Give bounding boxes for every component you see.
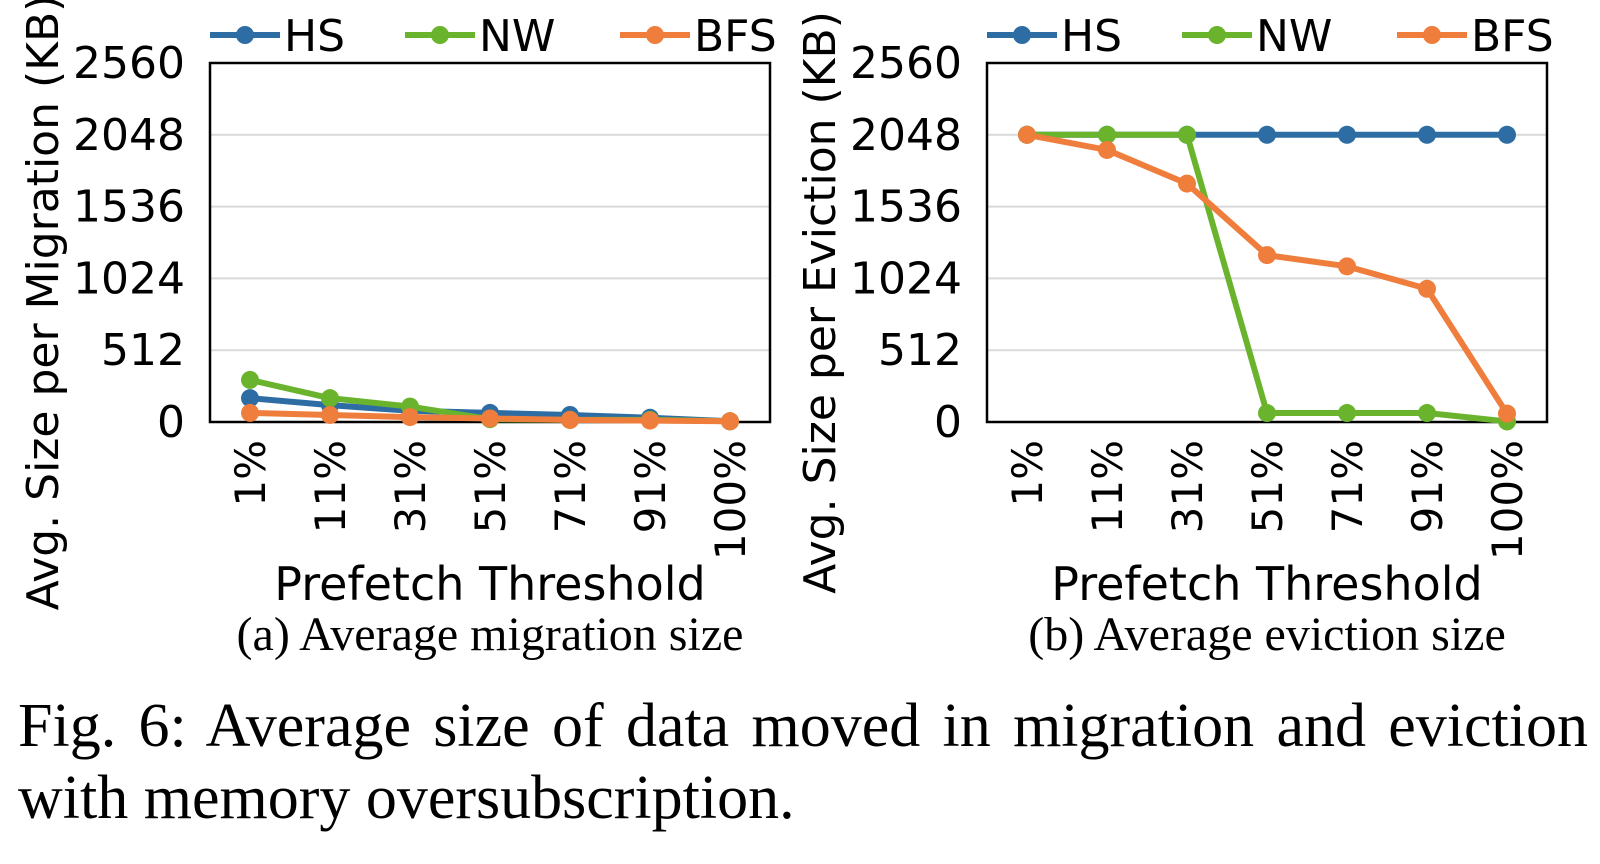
data-point-bfs <box>721 412 739 431</box>
panel-caption: (a) Average migration size <box>237 608 744 661</box>
legend-marker-bfs <box>1423 26 1441 44</box>
data-point-hs <box>1258 125 1276 144</box>
x-tick-label: 100% <box>706 440 755 560</box>
x-tick-label: 11% <box>306 440 355 533</box>
y-tick-label: 2048 <box>73 110 185 161</box>
plot-area <box>985 61 1549 424</box>
panel-caption: (b) Average eviction size <box>1028 608 1506 661</box>
data-point-bfs <box>1338 257 1356 276</box>
data-point-nw <box>241 370 259 389</box>
y-tick-label: 1536 <box>73 182 185 233</box>
data-point-hs <box>1498 125 1516 144</box>
x-tick-label: 91% <box>1403 440 1452 533</box>
x-tick-label: 71% <box>546 440 595 533</box>
data-point-bfs <box>321 405 339 424</box>
x-tick-label: 1% <box>1003 440 1052 507</box>
plot-area <box>208 61 772 424</box>
data-point-bfs <box>641 411 659 430</box>
y-tick-label: 2048 <box>850 110 962 161</box>
y-tick-label: 512 <box>878 325 962 376</box>
data-point-nw <box>1258 404 1276 423</box>
legend-label-bfs: BFS <box>694 11 777 62</box>
legend-label-nw: NW <box>479 11 555 62</box>
series-line-bfs <box>1026 131 1510 416</box>
x-tick-label: 100% <box>1483 440 1532 560</box>
legend-label-nw: NW <box>1256 11 1332 62</box>
y-tick-label: 0 <box>157 397 185 448</box>
x-tick-label: 51% <box>1243 440 1292 533</box>
x-axis-label: Prefetch Threshold <box>1051 557 1482 611</box>
data-point-bfs <box>1098 140 1116 159</box>
x-tick-label: 11% <box>1083 440 1132 533</box>
data-point-bfs <box>401 408 419 427</box>
data-point-bfs <box>1178 174 1196 193</box>
legend-marker-nw <box>1208 26 1226 44</box>
data-point-hs <box>1338 125 1356 144</box>
y-tick-label: 1024 <box>73 253 185 304</box>
data-point-nw <box>1338 404 1356 423</box>
legend-label-hs: HS <box>1061 11 1122 62</box>
y-axis-label: Avg. Size per Migration (KB) <box>18 0 69 610</box>
data-point-hs <box>1418 125 1436 144</box>
data-point-bfs <box>561 410 579 429</box>
data-point-nw <box>1178 125 1196 144</box>
y-tick-label: 2560 <box>850 38 962 89</box>
y-tick-label: 0 <box>934 397 962 448</box>
y-tick-label: 512 <box>101 325 185 376</box>
legend-marker-hs <box>236 26 254 44</box>
legend-marker-nw <box>431 26 449 44</box>
y-tick-label: 1024 <box>850 253 962 304</box>
x-tick-label: 31% <box>386 440 435 533</box>
x-tick-label: 91% <box>626 440 675 533</box>
figure-caption: Fig. 6: Average size of data moved in mi… <box>18 692 1588 832</box>
y-axis-label: Avg. Size per Eviction (KB) <box>795 11 846 594</box>
data-point-nw <box>1098 125 1116 144</box>
legend-marker-hs <box>1013 26 1031 44</box>
x-tick-label: 51% <box>466 440 515 533</box>
legend-marker-bfs <box>646 26 664 44</box>
data-point-bfs <box>1258 246 1276 265</box>
data-point-nw <box>321 389 339 408</box>
data-point-bfs <box>1018 125 1036 144</box>
x-tick-label: 1% <box>226 440 275 507</box>
data-point-bfs <box>1498 404 1516 423</box>
x-tick-label: 71% <box>1323 440 1372 533</box>
x-tick-label: 31% <box>1163 440 1212 533</box>
legend-label-hs: HS <box>284 11 345 62</box>
y-tick-label: 2560 <box>73 38 185 89</box>
y-tick-label: 1536 <box>850 182 962 233</box>
data-point-hs <box>241 389 259 408</box>
data-point-bfs <box>481 409 499 428</box>
x-axis-label: Prefetch Threshold <box>274 557 705 611</box>
data-point-bfs <box>241 403 259 422</box>
data-point-nw <box>1418 404 1436 423</box>
data-point-bfs <box>1418 279 1436 298</box>
legend-label-bfs: BFS <box>1471 11 1554 62</box>
